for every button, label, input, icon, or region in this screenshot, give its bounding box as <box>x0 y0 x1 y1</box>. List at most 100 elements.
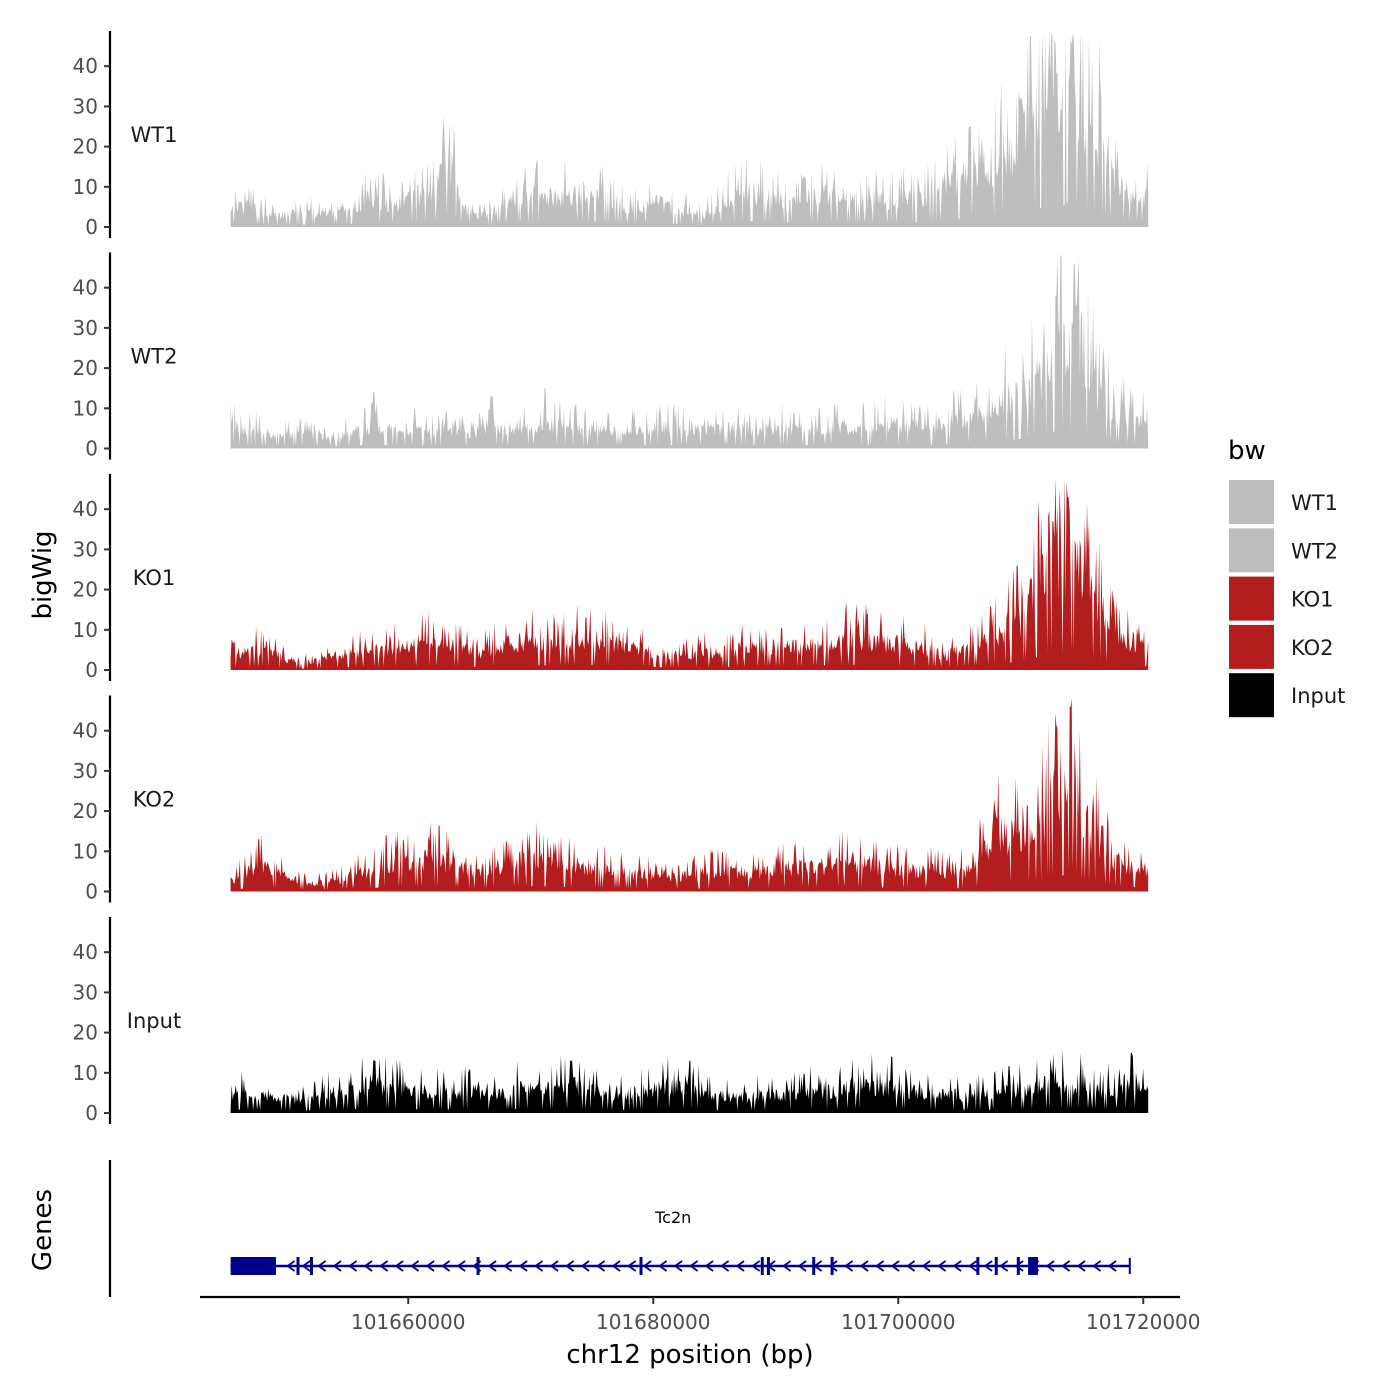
strand-arrow <box>828 1260 838 1272</box>
signal-area-input <box>230 1049 1149 1113</box>
signal-tracks: 0 10 20 30 40 WT1 0 10 20 30 40 WT2 0 10 20 30 40 KO1 0 10 2… <box>73 31 1149 1125</box>
legend-swatch-wt2 <box>1229 528 1274 573</box>
y-tick-label: 0 <box>85 880 98 904</box>
track-label-wt1: WT1 <box>131 123 178 147</box>
strand-arrow <box>549 1260 559 1272</box>
track-label-input: Input <box>127 1009 181 1033</box>
strand-arrow <box>565 1260 575 1272</box>
legend-label-wt1: WT1 <box>1291 491 1338 515</box>
y-tick-label: 20 <box>73 1021 98 1045</box>
gene-thick-exon <box>1028 1257 1038 1275</box>
genes-axis-title: Genes <box>28 1189 58 1271</box>
gene-exon <box>296 1257 300 1275</box>
strand-arrow <box>968 1260 978 1272</box>
y-tick-label: 40 <box>73 719 98 743</box>
gene-exon <box>1016 1257 1020 1275</box>
strand-arrow <box>1014 1260 1024 1272</box>
strand-arrow <box>782 1260 792 1272</box>
track-label-ko1: KO1 <box>133 566 176 590</box>
gene-exon <box>830 1257 834 1275</box>
legend-label-ko2: KO2 <box>1291 636 1334 660</box>
strand-arrow <box>751 1260 761 1272</box>
y-tick-label: 0 <box>85 437 98 461</box>
track-label-ko2: KO2 <box>133 788 176 812</box>
strand-arrow <box>410 1260 420 1272</box>
strand-arrow <box>937 1260 947 1272</box>
y-tick-label: 0 <box>85 658 98 682</box>
legend-swatch-input <box>1229 673 1274 718</box>
y-axis-title: bigWig <box>28 530 58 619</box>
gene-exon <box>760 1257 764 1275</box>
gene-track: Tc2n <box>108 1160 1131 1297</box>
track-ko1: 0 10 20 30 40 KO1 <box>73 474 1149 682</box>
strand-arrow <box>906 1260 916 1272</box>
strand-arrow <box>704 1260 714 1272</box>
y-tick-label: 20 <box>73 356 98 380</box>
strand-arrow <box>844 1260 854 1272</box>
y-tick-label: 10 <box>73 175 98 199</box>
strand-arrow <box>859 1260 869 1272</box>
gene-exon <box>476 1257 480 1275</box>
x-tick-label: 101660000 <box>351 1310 466 1334</box>
signal-area-wt1 <box>230 34 1149 227</box>
gene-exon <box>639 1257 643 1275</box>
y-tick-label: 40 <box>73 54 98 78</box>
x-tick-label: 101720000 <box>1086 1310 1201 1334</box>
signal-area-wt2 <box>230 255 1149 449</box>
legend-title: bw <box>1228 436 1266 466</box>
strand-arrow <box>952 1260 962 1272</box>
y-tick-label: 10 <box>73 839 98 863</box>
strand-arrow <box>487 1260 497 1272</box>
signal-area-ko2 <box>230 698 1149 892</box>
track-wt1: 0 10 20 30 40 WT1 <box>73 31 1149 239</box>
strand-arrow <box>456 1260 466 1272</box>
y-tick-label: 0 <box>85 215 98 239</box>
gene-thick-exon <box>230 1257 276 1275</box>
gene-exon <box>994 1257 998 1275</box>
x-axis-title: chr12 position (bp) <box>566 1340 813 1370</box>
strand-arrow <box>642 1260 652 1272</box>
strand-arrow <box>921 1260 931 1272</box>
legend-label-ko1: KO1 <box>1291 588 1334 612</box>
y-tick-label: 10 <box>73 618 98 642</box>
strand-arrow <box>441 1260 451 1272</box>
strand-arrow <box>503 1260 513 1272</box>
track-wt2: 0 10 20 30 40 WT2 <box>73 252 1149 461</box>
strand-arrow <box>425 1260 435 1272</box>
y-tick-label: 30 <box>73 759 98 783</box>
strand-arrow <box>627 1260 637 1272</box>
gene-exon <box>766 1257 770 1275</box>
y-tick-label: 20 <box>73 135 98 159</box>
y-tick-label: 10 <box>73 396 98 420</box>
strand-arrow <box>317 1260 327 1272</box>
strand-arrow <box>379 1260 389 1272</box>
strand-arrow <box>580 1260 590 1272</box>
strand-arrow <box>890 1260 900 1272</box>
legend: WT1 WT2 KO1 KO2 Input <box>1229 480 1345 718</box>
y-tick-label: 40 <box>73 497 98 521</box>
strand-arrow <box>720 1260 730 1272</box>
strand-arrow <box>658 1260 668 1272</box>
x-tick-label: 101680000 <box>596 1310 711 1334</box>
gene-exon <box>812 1257 816 1275</box>
x-tick-label: 101700000 <box>841 1310 956 1334</box>
strand-arrow <box>596 1260 606 1272</box>
strand-arrow <box>999 1260 1009 1272</box>
strand-arrow <box>518 1260 528 1272</box>
strand-arrow <box>332 1260 342 1272</box>
gene-exon <box>309 1257 313 1275</box>
track-label-wt2: WT2 <box>131 345 178 369</box>
y-tick-label: 30 <box>73 980 98 1004</box>
strand-arrow <box>875 1260 885 1272</box>
gene-exon <box>976 1257 980 1275</box>
strand-arrow <box>1076 1260 1086 1272</box>
y-tick-label: 30 <box>73 537 98 561</box>
strand-arrow <box>348 1260 358 1272</box>
legend-label-input: Input <box>1291 684 1345 708</box>
y-tick-label: 40 <box>73 940 98 964</box>
legend-swatch-ko2 <box>1229 624 1274 669</box>
y-tick-label: 10 <box>73 1061 98 1085</box>
strand-arrow <box>1092 1260 1102 1272</box>
legend-label-wt2: WT2 <box>1291 539 1338 563</box>
